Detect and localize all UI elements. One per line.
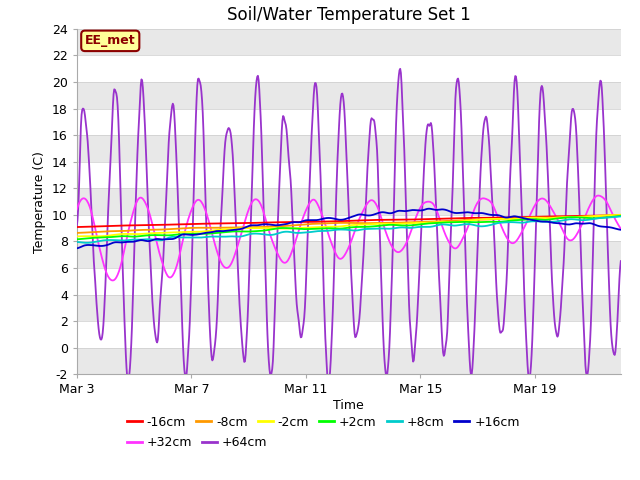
Bar: [77, 135, 621, 162]
X-axis label: Time: Time: [333, 399, 364, 412]
Text: EE_met: EE_met: [85, 35, 136, 48]
Bar: [77, 348, 621, 374]
Bar: [77, 29, 621, 55]
Y-axis label: Temperature (C): Temperature (C): [33, 151, 46, 252]
Title: Soil/Water Temperature Set 1: Soil/Water Temperature Set 1: [227, 6, 470, 24]
Bar: [77, 241, 621, 268]
Legend: +32cm, +64cm: +32cm, +64cm: [127, 436, 268, 449]
Bar: [77, 188, 621, 215]
Bar: [77, 82, 621, 108]
Bar: [77, 295, 621, 321]
